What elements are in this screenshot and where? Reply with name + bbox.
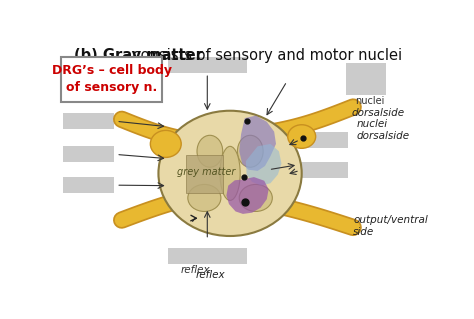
Bar [168,57,246,73]
Text: DRG’s – cell body
of sensory n.: DRG’s – cell body of sensory n. [52,64,172,94]
Text: dorsalside: dorsalside [351,108,404,118]
Ellipse shape [288,125,316,148]
Ellipse shape [158,111,301,236]
Ellipse shape [220,146,240,200]
Polygon shape [246,144,282,186]
Text: grey matter: grey matter [177,167,236,177]
Ellipse shape [188,184,221,211]
Text: consists of sensory and motor nuclei: consists of sensory and motor nuclei [128,48,402,63]
Text: reflex: reflex [180,265,210,276]
Ellipse shape [150,130,181,157]
FancyBboxPatch shape [61,57,162,102]
Text: reflex: reflex [195,271,225,280]
Ellipse shape [239,184,272,211]
Bar [346,63,386,95]
Bar [298,132,347,148]
Bar [298,162,347,178]
Polygon shape [239,116,276,171]
Bar [63,177,114,193]
Text: (b) Gray matter: (b) Gray matter [74,48,203,63]
Ellipse shape [197,135,223,167]
Text: nuclei: nuclei [355,96,384,106]
Ellipse shape [237,135,263,167]
Bar [186,155,223,193]
Bar [168,248,246,264]
Text: output/ventral
side: output/ventral side [353,215,428,237]
Bar [63,146,114,162]
Bar [63,113,114,129]
Polygon shape [227,177,269,214]
Text: nuclei
dorsalside: nuclei dorsalside [357,119,410,141]
